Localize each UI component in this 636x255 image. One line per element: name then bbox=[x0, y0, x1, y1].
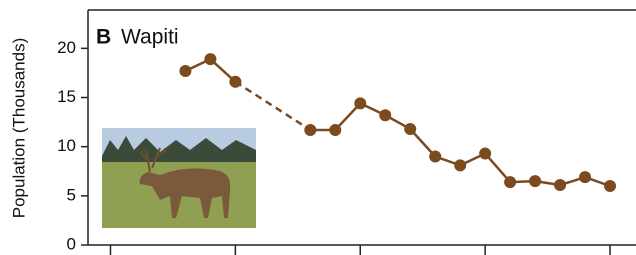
data-point bbox=[604, 180, 616, 192]
data-point bbox=[204, 53, 216, 65]
y-axis-label: Population (Thousands) bbox=[9, 38, 28, 219]
data-point bbox=[329, 124, 341, 136]
data-point bbox=[579, 171, 591, 183]
data-point bbox=[404, 123, 416, 135]
panel-letter: B bbox=[96, 26, 111, 49]
data-point bbox=[479, 148, 491, 160]
y-tick-label: 5 bbox=[67, 185, 76, 204]
data-point bbox=[229, 76, 241, 88]
dashed-connector bbox=[235, 82, 310, 130]
data-point bbox=[179, 65, 191, 77]
y-tick-label: 0 bbox=[67, 234, 76, 253]
y-tick-label: 10 bbox=[57, 136, 76, 155]
y-tick-label: 15 bbox=[57, 87, 76, 106]
data-point bbox=[529, 175, 541, 187]
data-point bbox=[504, 176, 516, 188]
chart: Population (Thousands) B Wapiti 0 5 10 15 20 bbox=[0, 0, 636, 255]
data-point bbox=[429, 151, 441, 163]
data-point bbox=[354, 97, 366, 109]
y-tick-label: 20 bbox=[57, 38, 76, 57]
data-point bbox=[454, 159, 466, 171]
elk-photo bbox=[102, 128, 256, 228]
data-point bbox=[379, 109, 391, 121]
chart-title: Wapiti bbox=[121, 26, 179, 49]
data-point bbox=[304, 124, 316, 136]
data-point bbox=[554, 179, 566, 191]
